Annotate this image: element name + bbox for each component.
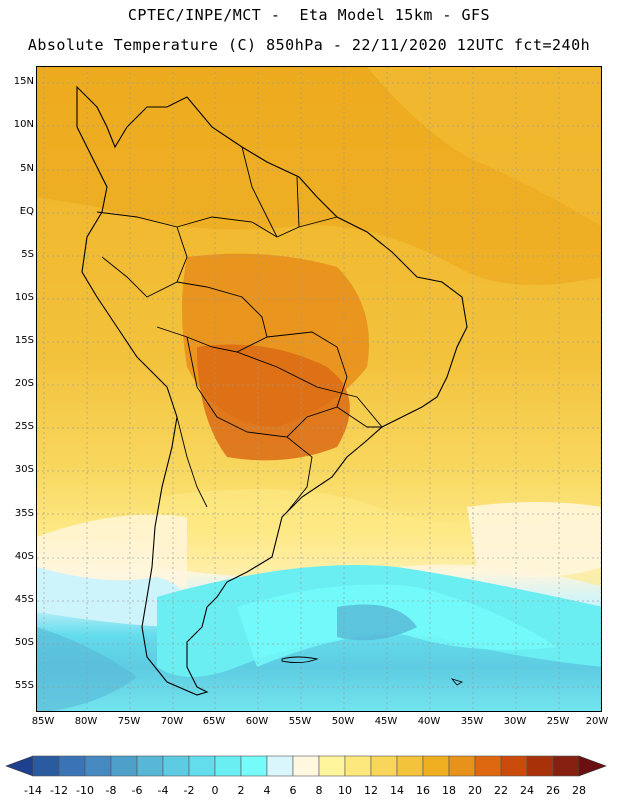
lat-label-20s: 20S xyxy=(14,378,34,389)
colorbar-swatch xyxy=(370,755,398,777)
colorbar-label: -2 xyxy=(183,784,195,797)
lat-label-5n: 5N xyxy=(20,163,34,174)
lat-label-5s: 5S xyxy=(21,249,34,260)
colorbar-swatch xyxy=(396,755,424,777)
lat-label-25s: 25S xyxy=(14,421,34,432)
lat-label-10s: 10S xyxy=(14,292,34,303)
south-america-coastline xyxy=(76,85,468,696)
colorbar-label: -8 xyxy=(105,784,117,797)
colorbar-label: 12 xyxy=(364,784,378,797)
colorbar-swatch xyxy=(318,755,346,777)
lon-label-30w: 30W xyxy=(503,716,527,727)
colorbar-arrow-low xyxy=(5,755,34,777)
lon-label-35w: 35W xyxy=(460,716,484,727)
colorbar-swatch xyxy=(422,755,450,777)
colorbar-label: 8 xyxy=(315,784,323,797)
colorbar-swatch xyxy=(58,755,86,777)
lat-label-45s: 45S xyxy=(14,594,34,605)
lon-label-65w: 65W xyxy=(202,716,226,727)
colorbar-swatch xyxy=(552,755,580,777)
colorbar-label: -10 xyxy=(76,784,94,797)
chart-title-line-1: CPTEC/INPE/MCT - Eta Model 15km - GFS xyxy=(127,6,491,24)
lon-label-50w: 50W xyxy=(331,716,355,727)
colorbar-label: 10 xyxy=(338,784,352,797)
lat-label-50s: 50S xyxy=(14,637,34,648)
colorbar-label: 6 xyxy=(289,784,297,797)
lat-label-10n: 10N xyxy=(13,119,34,130)
colorbar-swatch xyxy=(448,755,476,777)
colorbar-label: 18 xyxy=(442,784,456,797)
lon-label-60w: 60W xyxy=(245,716,269,727)
lon-label-45w: 45W xyxy=(374,716,398,727)
lat-label-55s: 55S xyxy=(14,680,34,691)
colorbar-label: 26 xyxy=(546,784,560,797)
colorbar-label: -14 xyxy=(24,784,42,797)
lat-label-15s: 15S xyxy=(14,335,34,346)
colorbar-swatch xyxy=(162,755,190,777)
colorbar-label: 24 xyxy=(520,784,534,797)
lat-label-eq: EQ xyxy=(19,206,34,217)
lon-label-85w: 85W xyxy=(31,716,55,727)
colorbar-swatch xyxy=(292,755,320,777)
lon-label-40w: 40W xyxy=(417,716,441,727)
colorbar-swatch xyxy=(526,755,554,777)
colorbar-swatch xyxy=(32,755,60,777)
colorbar xyxy=(5,755,607,777)
colorbar-swatch xyxy=(188,755,216,777)
colorbar-swatch xyxy=(344,755,372,777)
lon-label-75w: 75W xyxy=(117,716,141,727)
colorbar-label: -4 xyxy=(157,784,169,797)
colorbar-swatch xyxy=(84,755,112,777)
temperature-map xyxy=(36,66,602,712)
colorbar-swatch xyxy=(266,755,294,777)
graticule xyxy=(37,67,601,711)
colorbar-label: 2 xyxy=(237,784,245,797)
colorbar-arrow-high xyxy=(578,755,607,777)
colorbar-swatch xyxy=(500,755,528,777)
lon-label-80w: 80W xyxy=(74,716,98,727)
chart-title-line-2: Absolute Temperature (C) 850hPa - 22/11/… xyxy=(27,36,591,54)
country-borders xyxy=(96,146,383,513)
colorbar-swatch xyxy=(474,755,502,777)
colorbar-label: 20 xyxy=(468,784,482,797)
colorbar-label: 22 xyxy=(494,784,508,797)
colorbar-swatch xyxy=(136,755,164,777)
lon-label-25w: 25W xyxy=(546,716,570,727)
lat-label-40s: 40S xyxy=(14,551,34,562)
lat-label-35s: 35S xyxy=(14,508,34,519)
colorbar-label: -6 xyxy=(131,784,143,797)
colorbar-label: 0 xyxy=(211,784,219,797)
lon-label-55w: 55W xyxy=(288,716,312,727)
colorbar-label: -12 xyxy=(50,784,68,797)
colorbar-label: 28 xyxy=(572,784,586,797)
colorbar-swatch xyxy=(240,755,268,777)
colorbar-swatch xyxy=(214,755,242,777)
lon-label-20w: 20W xyxy=(585,716,609,727)
colorbar-label: 4 xyxy=(263,784,271,797)
lon-label-70w: 70W xyxy=(160,716,184,727)
lat-label-15n: 15N xyxy=(13,76,34,87)
map-canvas xyxy=(37,67,601,711)
colorbar-label: 14 xyxy=(390,784,404,797)
colorbar-label: 16 xyxy=(416,784,430,797)
colorbar-swatch xyxy=(110,755,138,777)
lat-label-30s: 30S xyxy=(14,464,34,475)
